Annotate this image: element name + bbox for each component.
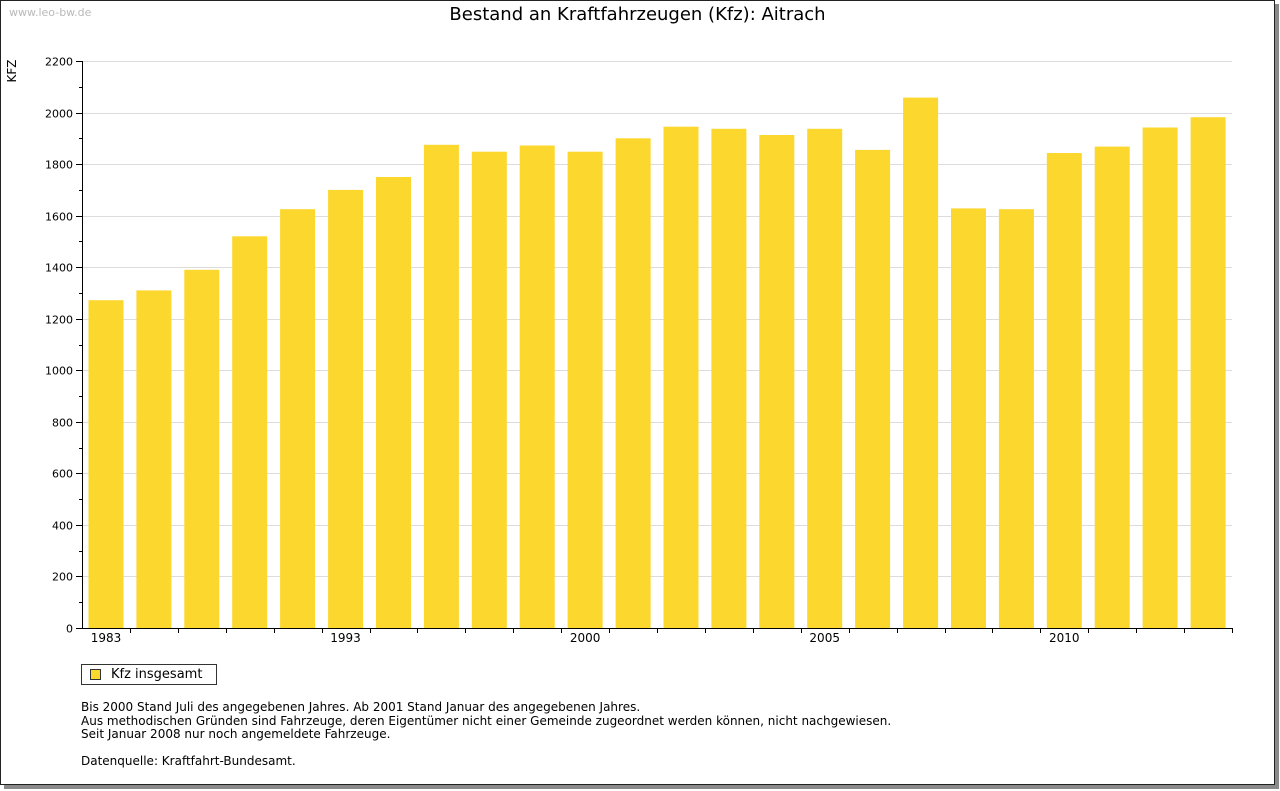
- bar: [951, 208, 986, 628]
- x-tick-label: 2010: [1049, 631, 1080, 645]
- bar: [519, 145, 555, 628]
- bar: [88, 300, 124, 628]
- legend: Kfz insgesamt: [81, 664, 217, 685]
- bar: [855, 149, 891, 628]
- bar: [328, 189, 364, 628]
- bar-chart: 0 200 400 600 800 1000 1200 1400 1600 1800 2000 220…: [5, 56, 1233, 645]
- watermark: www.leo-bw.de: [9, 6, 92, 19]
- bar: [136, 290, 172, 628]
- axes: 0 200 400 600 800 1000 1200 1400 1600 1800 2000 220…: [45, 56, 1233, 645]
- bar: [807, 128, 843, 629]
- chart-title: Bestand an Kraftfahrzeugen (Kfz): Aitrac…: [449, 4, 826, 25]
- bar: [423, 144, 459, 629]
- y-tick-label: 400: [52, 520, 73, 533]
- y-tick-label: 2000: [45, 108, 73, 121]
- x-tick-label: 2005: [809, 631, 840, 645]
- footnote-line: Aus methodischen Gründen sind Fahrzeuge,…: [81, 713, 892, 728]
- bar: [663, 126, 699, 628]
- bar: [280, 209, 316, 628]
- y-tick-label: 1200: [45, 314, 73, 327]
- bar: [1142, 127, 1178, 628]
- bar: [903, 97, 939, 629]
- footnote-line: Bis 2000 Stand Juli des angegebenen Jahr…: [81, 700, 641, 714]
- y-tick-label: 1800: [45, 159, 73, 172]
- bar: [1046, 153, 1082, 628]
- x-tick-label: 1993: [330, 631, 361, 645]
- y-tick-label: 200: [52, 571, 73, 584]
- x-tick-label: 2000: [570, 631, 601, 645]
- bar: [711, 128, 747, 629]
- legend-label: Kfz insgesamt: [111, 667, 203, 682]
- bar: [471, 151, 507, 628]
- y-tick-label: 2200: [45, 56, 73, 69]
- bar: [759, 135, 795, 628]
- data-source: Datenquelle: Kraftfahrt-Bundesamt.: [81, 753, 296, 768]
- bar: [376, 177, 411, 628]
- y-tick-label: 1000: [45, 365, 73, 378]
- bars: [88, 97, 1226, 629]
- y-tick-label: 1400: [45, 262, 73, 275]
- bar: [1094, 146, 1130, 628]
- y-tick-label: 1600: [45, 211, 73, 224]
- bar: [567, 151, 603, 628]
- bar: [1190, 117, 1226, 628]
- bar: [615, 138, 651, 629]
- y-axis-label: KFZ: [5, 60, 19, 83]
- bar: [232, 236, 268, 629]
- footnote-line: Seit Januar 2008 nur noch angemeldete Fa…: [81, 727, 391, 741]
- bar: [184, 269, 220, 628]
- legend-swatch-icon: [90, 669, 101, 680]
- y-tick-label: 0: [66, 623, 73, 636]
- footnotes: Bis 2000 Stand Juli des angegebenen Jahr…: [81, 700, 892, 768]
- bar: [998, 209, 1034, 628]
- x-tick-label: 1983: [91, 631, 122, 645]
- y-tick-label: 600: [52, 468, 73, 481]
- grid-lines: [82, 61, 1232, 577]
- y-tick-label: 800: [52, 417, 73, 430]
